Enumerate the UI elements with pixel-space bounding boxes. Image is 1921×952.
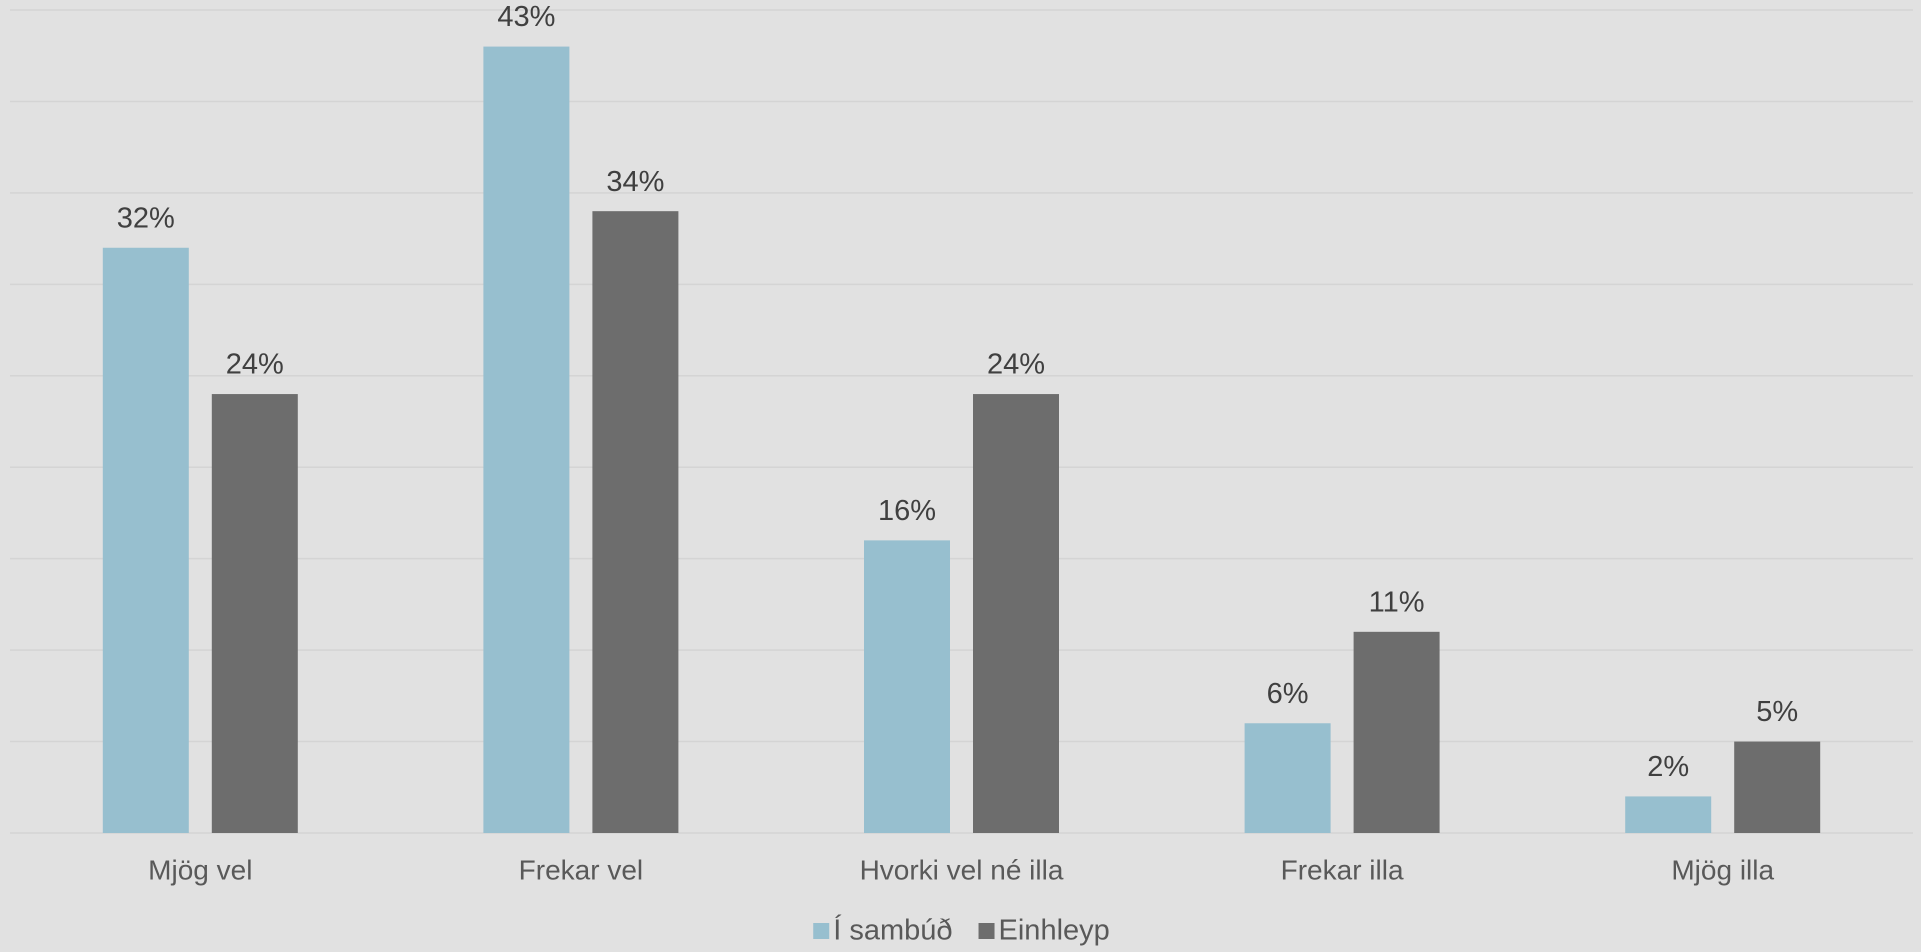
legend-swatch — [813, 923, 830, 939]
data-label: 6% — [1267, 678, 1309, 710]
data-label: 11% — [1369, 586, 1425, 618]
bar — [864, 540, 950, 833]
x-tick-label: Mjög illa — [1671, 854, 1774, 885]
data-label: 2% — [1647, 751, 1689, 783]
bar — [102, 247, 189, 833]
data-label: 34% — [606, 166, 664, 198]
bar — [483, 46, 570, 834]
legend: Í sambúð Einhleyp — [813, 914, 1110, 947]
data-label: 43% — [497, 1, 555, 33]
legend-swatch — [978, 923, 995, 939]
bar — [1353, 631, 1440, 833]
bar — [211, 394, 298, 833]
x-tick-label: Frekar illa — [1281, 854, 1404, 885]
data-label: 32% — [117, 202, 175, 234]
bar — [973, 394, 1059, 833]
data-label: 24% — [226, 349, 284, 381]
bar — [1734, 741, 1821, 833]
data-label: 5% — [1756, 696, 1798, 728]
bar — [1244, 723, 1331, 833]
data-label: 24% — [987, 349, 1045, 381]
x-tick-label: Frekar vel — [519, 854, 643, 885]
bar — [1625, 796, 1712, 833]
bar — [592, 211, 679, 833]
legend-label: Í sambúð — [833, 914, 952, 947]
x-tick-label: Hvorki vel né illa — [860, 854, 1064, 885]
x-tick-label: Mjög vel — [148, 854, 252, 885]
data-label: 16% — [878, 495, 936, 527]
legend-label: Einhleyp — [999, 915, 1110, 947]
